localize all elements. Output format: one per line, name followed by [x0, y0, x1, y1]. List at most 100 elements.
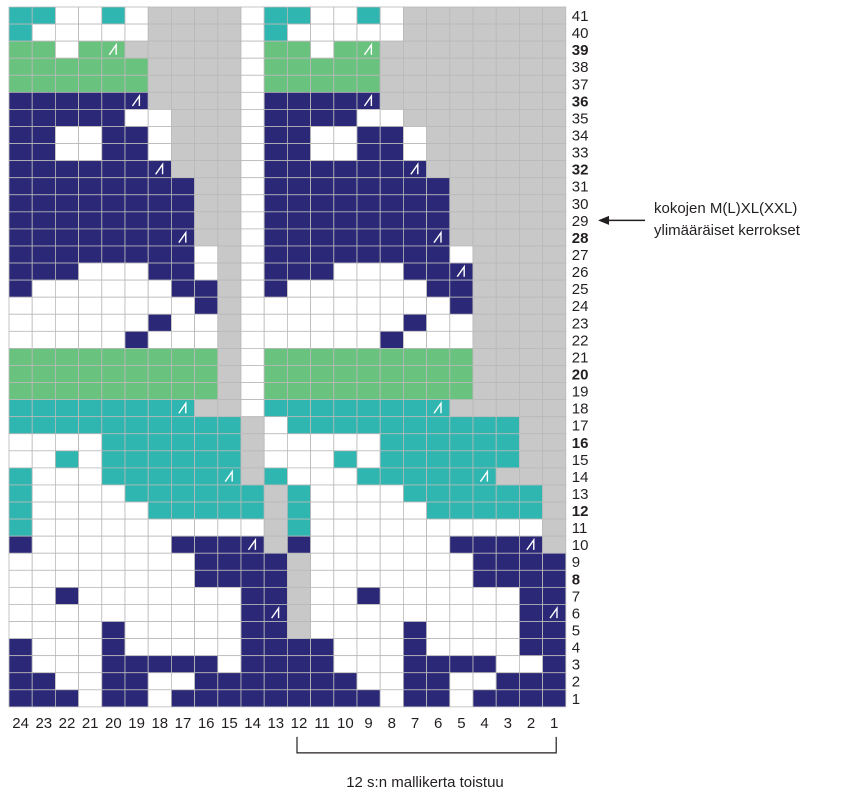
chart-cell: [55, 279, 80, 298]
chart-cell: [426, 347, 451, 366]
chart-cell: [263, 484, 288, 503]
chart-cell: [402, 109, 427, 127]
chart-cell: [124, 569, 149, 588]
chart-cell: [55, 672, 80, 691]
chart-cell: [495, 382, 520, 401]
chart-cell: [124, 433, 149, 452]
chart-cell: [170, 262, 195, 281]
chart-cell: [379, 57, 404, 76]
chart-cell: [170, 638, 195, 657]
chart-cell: [472, 604, 497, 622]
row-label: 18: [572, 401, 589, 418]
chart-cell: [124, 399, 149, 418]
chart-cell: [240, 604, 265, 622]
chart-cell: [55, 484, 80, 503]
chart-cell: [379, 501, 404, 520]
chart-cell: [217, 194, 242, 213]
chart-cell: [426, 296, 451, 315]
chart-cell: [286, 296, 311, 315]
chart-cell: [333, 621, 358, 639]
chart-cell: [310, 518, 335, 537]
chart-cell: [263, 347, 288, 366]
chart-cell: [472, 518, 497, 537]
chart-cell: [31, 194, 56, 213]
chart-cell: [170, 245, 195, 264]
size-note: kokojen M(L)XL(XXL) ylimääräiset kerroks…: [654, 198, 800, 242]
chart-cell: [542, 638, 567, 657]
chart-cell: [101, 655, 126, 674]
chart-cell: [8, 194, 33, 213]
chart-cell: [217, 6, 242, 25]
chart-cell: [31, 262, 56, 281]
chart-cell: [55, 604, 80, 622]
chart-cell: [78, 40, 103, 59]
chart-cell: [240, 126, 265, 144]
chart-cell: [147, 382, 172, 401]
chart-cell: [8, 467, 33, 486]
chart-cell: [519, 143, 544, 162]
chart-cell: [310, 416, 335, 435]
chart-cell: [217, 450, 242, 469]
chart-cell: [542, 211, 567, 230]
row-label: 37: [572, 76, 589, 93]
chart-cell: [194, 6, 219, 25]
chart-cell: [426, 450, 451, 469]
chart-cell: [379, 604, 404, 622]
size-note-line1: kokojen M(L)XL(XXL): [654, 200, 798, 218]
chart-cell: [78, 586, 103, 605]
chart-cell: [542, 194, 567, 213]
chart-cell: [31, 23, 56, 42]
chart-cell: [170, 621, 195, 639]
chart-cell: [217, 569, 242, 588]
chart-cell: [402, 638, 427, 657]
chart-cell: [449, 638, 474, 657]
chart-cell: [472, 57, 497, 76]
chart-cell: [147, 74, 172, 93]
chart-cell: [240, 586, 265, 605]
row-label: 6: [572, 605, 580, 622]
chart-cell: [449, 228, 474, 247]
chart-cell: [333, 245, 358, 264]
chart-cell: [472, 621, 497, 639]
column-label: 16: [198, 715, 215, 732]
chart-cell: [8, 109, 33, 127]
chart-cell: [31, 399, 56, 418]
chart-cell: [101, 621, 126, 639]
chart-cell: [519, 416, 544, 435]
chart-cell: [78, 279, 103, 298]
chart-cell: [124, 23, 149, 42]
chart-cell: [542, 57, 567, 76]
chart-cell: [542, 296, 567, 315]
chart-cell: [472, 433, 497, 452]
chart-cell: [240, 621, 265, 639]
chart-cell: [449, 552, 474, 571]
chart-cell: [426, 40, 451, 59]
chart-cell: [78, 160, 103, 179]
chart-cell: [472, 23, 497, 42]
chart-cell: [495, 586, 520, 605]
chart-cell: [194, 57, 219, 76]
chart-cell: [194, 586, 219, 605]
chart-cell: [310, 655, 335, 674]
chart-cell: [194, 211, 219, 230]
chart-cell: [263, 638, 288, 657]
repeat-caption: 12 s:n mallikerta toistuu: [346, 774, 504, 791]
chart-cell: [310, 91, 335, 110]
chart-cell: [379, 160, 404, 179]
chart-cell: [519, 160, 544, 179]
chart-cell: [402, 245, 427, 264]
chart-cell: [495, 330, 520, 349]
chart-cell: [194, 655, 219, 674]
chart-cell: [55, 467, 80, 486]
chart-cell: [333, 689, 358, 708]
chart-cell: [495, 655, 520, 674]
chart-cell: [379, 518, 404, 537]
chart-cell: [217, 330, 242, 349]
chart-cell: [101, 177, 126, 196]
chart-cell: [356, 296, 381, 315]
chart-cell: [519, 501, 544, 520]
chart-cell: [472, 313, 497, 332]
chart-cell: [333, 535, 358, 554]
chart-cell: [449, 279, 474, 298]
row-label: 14: [572, 469, 589, 486]
